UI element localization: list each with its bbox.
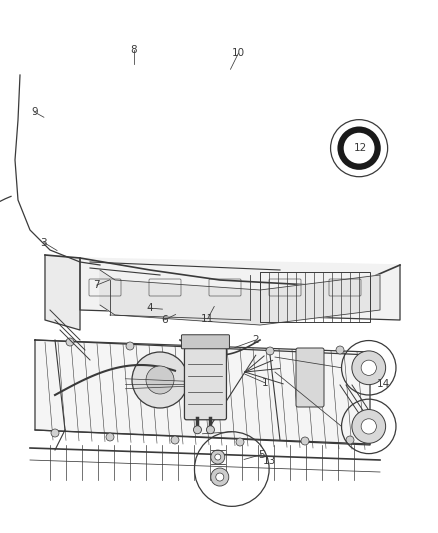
Text: 3: 3 (40, 238, 47, 247)
Text: 4: 4 (145, 303, 152, 313)
Circle shape (126, 342, 134, 350)
Text: 11: 11 (201, 314, 214, 324)
Text: 10: 10 (231, 49, 244, 58)
Text: 7: 7 (93, 280, 100, 290)
Polygon shape (45, 255, 80, 330)
Circle shape (132, 352, 187, 408)
Circle shape (195, 345, 204, 353)
Circle shape (210, 468, 228, 486)
Text: 13: 13 (262, 456, 275, 465)
Text: 8: 8 (130, 45, 137, 54)
Circle shape (106, 433, 114, 441)
Text: 6: 6 (161, 315, 168, 325)
FancyBboxPatch shape (181, 335, 229, 349)
Circle shape (360, 419, 375, 434)
Text: 14: 14 (376, 379, 389, 389)
Circle shape (360, 360, 375, 375)
Circle shape (66, 338, 74, 346)
FancyBboxPatch shape (184, 348, 226, 420)
Circle shape (206, 426, 214, 434)
Circle shape (210, 450, 224, 464)
Circle shape (351, 409, 385, 443)
Circle shape (351, 351, 385, 385)
Text: 1: 1 (261, 378, 268, 387)
Circle shape (300, 437, 308, 445)
Circle shape (335, 346, 343, 354)
Circle shape (215, 473, 223, 481)
FancyBboxPatch shape (295, 348, 323, 407)
Circle shape (345, 436, 353, 444)
Text: 5: 5 (257, 450, 264, 459)
Text: 12: 12 (353, 143, 367, 153)
Circle shape (343, 133, 374, 164)
Circle shape (236, 438, 244, 446)
Circle shape (146, 366, 173, 394)
Polygon shape (35, 340, 369, 445)
Circle shape (51, 429, 59, 437)
Circle shape (337, 126, 380, 170)
Circle shape (193, 426, 201, 434)
Circle shape (265, 347, 273, 355)
Text: 2: 2 (251, 335, 258, 345)
Bar (259, 272, 369, 322)
Text: 9: 9 (31, 107, 38, 117)
Circle shape (171, 436, 179, 444)
Circle shape (214, 454, 220, 460)
Polygon shape (100, 270, 379, 325)
Polygon shape (80, 258, 399, 320)
